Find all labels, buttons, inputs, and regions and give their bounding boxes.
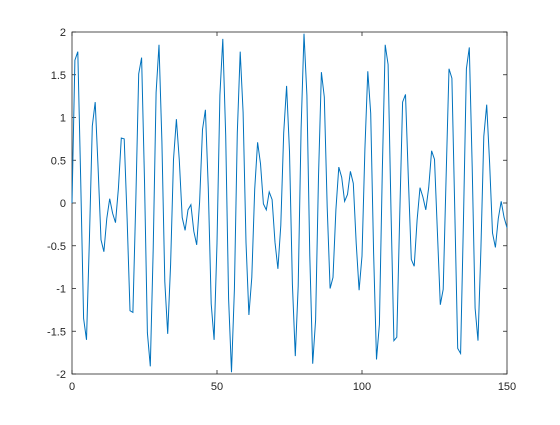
data-line (71, 33, 508, 373)
x-tick-label: 100 (353, 381, 371, 393)
x-tick-label: 150 (498, 381, 516, 393)
y-tick-label: -1.5 (47, 326, 66, 338)
x-tick-label: 0 (69, 381, 75, 393)
y-tick-label: -2 (56, 369, 66, 381)
y-tick-label: -0.5 (47, 241, 66, 253)
y-tick-label: 0.5 (51, 155, 66, 167)
y-tick-label: 1 (60, 113, 66, 125)
axes-box (71, 31, 508, 375)
y-tick-label: -1 (56, 284, 66, 296)
y-tick-label: 1.5 (51, 70, 66, 82)
x-tick-label: 50 (211, 381, 223, 393)
y-tick-label: 0 (60, 198, 66, 210)
y-tick-label: 2 (60, 27, 66, 39)
